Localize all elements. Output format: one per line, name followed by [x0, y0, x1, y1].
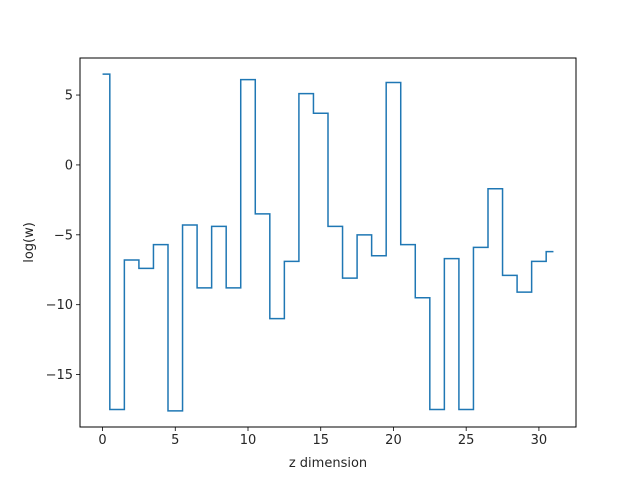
x-tick-label: 30 [531, 433, 548, 448]
x-tick-label: 10 [240, 433, 257, 448]
y-tick-label: 0 [65, 158, 73, 173]
x-tick-label: 15 [312, 433, 329, 448]
y-tick-label: −10 [46, 298, 73, 313]
x-axis-label: z dimension [289, 456, 367, 471]
y-tick-label: 5 [65, 89, 73, 104]
x-tick-label: 25 [458, 433, 475, 448]
x-tick-label: 20 [385, 433, 402, 448]
plot-area-frame [79, 57, 577, 428]
series-line [102, 73, 554, 412]
y-tick-label: −5 [54, 228, 73, 243]
x-tick-label: 0 [98, 433, 106, 448]
y-axis-label: log(w) [22, 222, 37, 263]
y-tick-label: −15 [46, 368, 73, 383]
x-tick-label: 5 [171, 433, 179, 448]
x-axis-ticks: 0 5 10 15 20 25 30 [98, 427, 547, 448]
y-axis-ticks: −15 −10 −5 0 5 [46, 89, 80, 383]
